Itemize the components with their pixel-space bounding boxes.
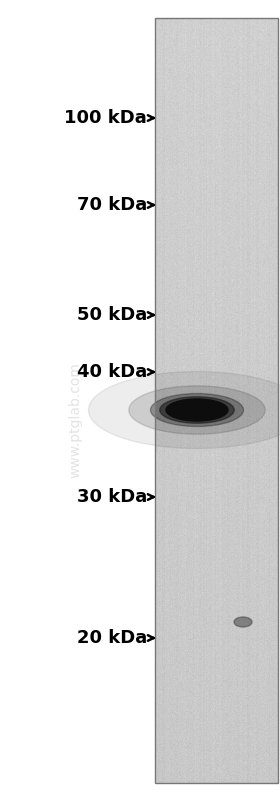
Text: 20 kDa: 20 kDa — [77, 629, 147, 647]
Ellipse shape — [88, 372, 280, 448]
Text: 100 kDa: 100 kDa — [64, 109, 147, 127]
Text: 50 kDa: 50 kDa — [77, 306, 147, 324]
Text: www.ptglab.com: www.ptglab.com — [68, 362, 82, 478]
Ellipse shape — [151, 393, 244, 427]
Ellipse shape — [129, 386, 265, 434]
Text: 40 kDa: 40 kDa — [77, 363, 147, 381]
Ellipse shape — [234, 617, 252, 627]
Ellipse shape — [166, 399, 228, 421]
Text: 30 kDa: 30 kDa — [77, 488, 147, 506]
Text: 70 kDa: 70 kDa — [77, 196, 147, 214]
Ellipse shape — [160, 397, 234, 423]
Bar — [155, 18, 278, 783]
